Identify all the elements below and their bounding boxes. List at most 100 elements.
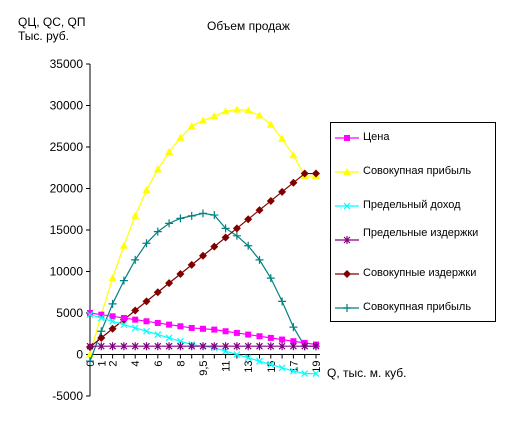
series-point-0: [200, 325, 206, 332]
legend-swatch: [335, 304, 359, 312]
y-tick-label: 25000: [50, 140, 84, 154]
y-tick-label: 20000: [50, 182, 84, 196]
series-point-4: [244, 215, 253, 224]
y-tick-label: 10000: [50, 265, 84, 279]
legend: Цена Совокупная прибыль Предельный доход Пр…: [330, 122, 496, 322]
x-tick-label: 13: [243, 361, 255, 373]
series-point-5: [266, 274, 275, 283]
legend-swatch: [335, 135, 359, 141]
series-point-5: [142, 239, 151, 248]
series-point-0: [256, 333, 263, 340]
series-point-1: [255, 111, 264, 119]
series-point-4: [221, 233, 230, 242]
series-point-2: [312, 370, 320, 378]
series-point-1: [108, 274, 117, 282]
series-point-2: [256, 357, 263, 365]
series-point-0: [188, 324, 195, 331]
legend-swatch-marker: [343, 168, 351, 175]
y-axis-label-line-1: QЦ, QC, QП: [18, 15, 86, 29]
series-point-0: [87, 310, 93, 316]
series-point-2: [143, 327, 150, 335]
series-point-2: [289, 367, 297, 375]
series-point-0: [98, 311, 105, 318]
series-point-3: [154, 342, 162, 351]
series-point-5: [153, 227, 162, 236]
series-point-1: [119, 241, 128, 249]
series-point-5: [176, 214, 185, 223]
legend-label: Совокупная прибыль: [363, 301, 472, 313]
series-point-3: [188, 342, 196, 351]
y-axis-label-line-2: Тыс. руб.: [18, 29, 69, 43]
series-point-5: [199, 209, 207, 218]
series-point-5: [244, 241, 253, 250]
series-point-1: [221, 107, 230, 115]
x-tick-label: 9,5: [198, 361, 210, 376]
series-point-4: [300, 169, 309, 178]
legend-label: Предельные издержки: [363, 227, 479, 239]
series-point-5: [278, 297, 287, 306]
series-point-1: [199, 116, 207, 124]
legend-label: Предельный доход: [363, 199, 461, 211]
series-point-2: [131, 324, 139, 332]
series-point-1: [232, 105, 241, 113]
legend-label: Совокупная прибыль: [363, 165, 472, 177]
y-tick-label: 30000: [50, 99, 84, 113]
legend-item: Совокупная прибыль: [331, 159, 497, 189]
series-point-1: [187, 122, 196, 130]
series-point-1: [210, 112, 219, 120]
series-point-2: [97, 314, 105, 322]
series-point-5: [221, 224, 230, 233]
series-point-5: [86, 357, 94, 366]
legend-swatch: [335, 168, 359, 175]
series-point-1: [278, 134, 287, 142]
series-point-0: [245, 331, 252, 338]
series-point-1: [153, 165, 162, 173]
legend-item: Совокупные издержки: [331, 261, 497, 291]
legend-item: Цена: [331, 125, 497, 155]
x-tick-label: 8: [175, 361, 187, 367]
series-0: [87, 310, 319, 348]
series-point-1: [289, 151, 298, 159]
legend-swatch-marker: [343, 270, 351, 278]
legend-swatch: [335, 236, 359, 244]
series-point-2: [109, 317, 117, 325]
legend-label: Совокупные издержки: [363, 267, 477, 279]
series-point-5: [108, 299, 117, 308]
y-tick-label: 15000: [50, 223, 84, 237]
legend-swatch-marker: [343, 202, 351, 210]
series-point-0: [177, 323, 184, 330]
series-point-4: [187, 260, 196, 269]
series-point-4: [131, 306, 140, 315]
series-point-2: [154, 331, 162, 339]
series-point-3: [143, 342, 150, 351]
series-point-3: [165, 342, 173, 351]
series-point-0: [109, 313, 116, 320]
series-point-2: [176, 337, 184, 345]
chart-title: Объем продаж: [207, 19, 290, 33]
series-point-5: [289, 323, 298, 332]
series-point-0: [267, 334, 274, 341]
series-point-1: [244, 106, 253, 114]
x-tick-label: 4: [130, 361, 142, 367]
x-tick-label: 11: [221, 361, 233, 372]
series-point-1: [131, 211, 140, 219]
series-point-5: [255, 255, 264, 264]
series-point-4: [165, 279, 174, 288]
series-3: [86, 342, 320, 351]
series-point-0: [290, 338, 297, 345]
legend-item: Совокупная прибыль: [331, 295, 497, 325]
series-point-1: [176, 133, 185, 141]
axes: -5000 0 5000 10000 15000 20000 25000 30000 35000…: [50, 57, 323, 403]
series-point-3: [131, 342, 139, 351]
series-point-4: [232, 224, 241, 233]
series-point-2: [222, 347, 230, 355]
series-point-5: [119, 276, 128, 285]
series-point-3: [267, 342, 275, 351]
series-point-1: [165, 147, 174, 155]
legend-label: Цена: [363, 131, 390, 143]
series-point-5: [165, 219, 174, 228]
y-tick-label: 35000: [50, 57, 84, 71]
series-layer: [86, 105, 320, 378]
series-point-4: [199, 251, 207, 260]
y-tick-label: 5000: [56, 306, 83, 320]
